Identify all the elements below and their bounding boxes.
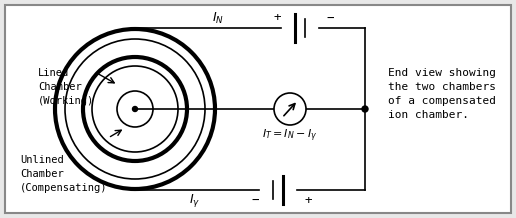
Text: Unlined
Chamber
(Compensating): Unlined Chamber (Compensating) xyxy=(20,155,107,193)
Text: +: + xyxy=(304,194,312,206)
Text: $I_T=I_N-I_\gamma$: $I_T=I_N-I_\gamma$ xyxy=(262,128,318,144)
Text: $I_N$: $I_N$ xyxy=(212,10,224,26)
Text: +: + xyxy=(273,12,281,24)
Text: −: − xyxy=(326,12,334,24)
Text: Lined
Chamber
(Working): Lined Chamber (Working) xyxy=(38,68,94,106)
Text: End view showing
the two chambers
of a compensated
ion chamber.: End view showing the two chambers of a c… xyxy=(388,68,496,120)
Circle shape xyxy=(274,93,306,125)
Circle shape xyxy=(133,107,137,111)
Circle shape xyxy=(362,106,368,112)
Text: −: − xyxy=(251,194,259,206)
Text: $I_\gamma$: $I_\gamma$ xyxy=(189,191,201,208)
